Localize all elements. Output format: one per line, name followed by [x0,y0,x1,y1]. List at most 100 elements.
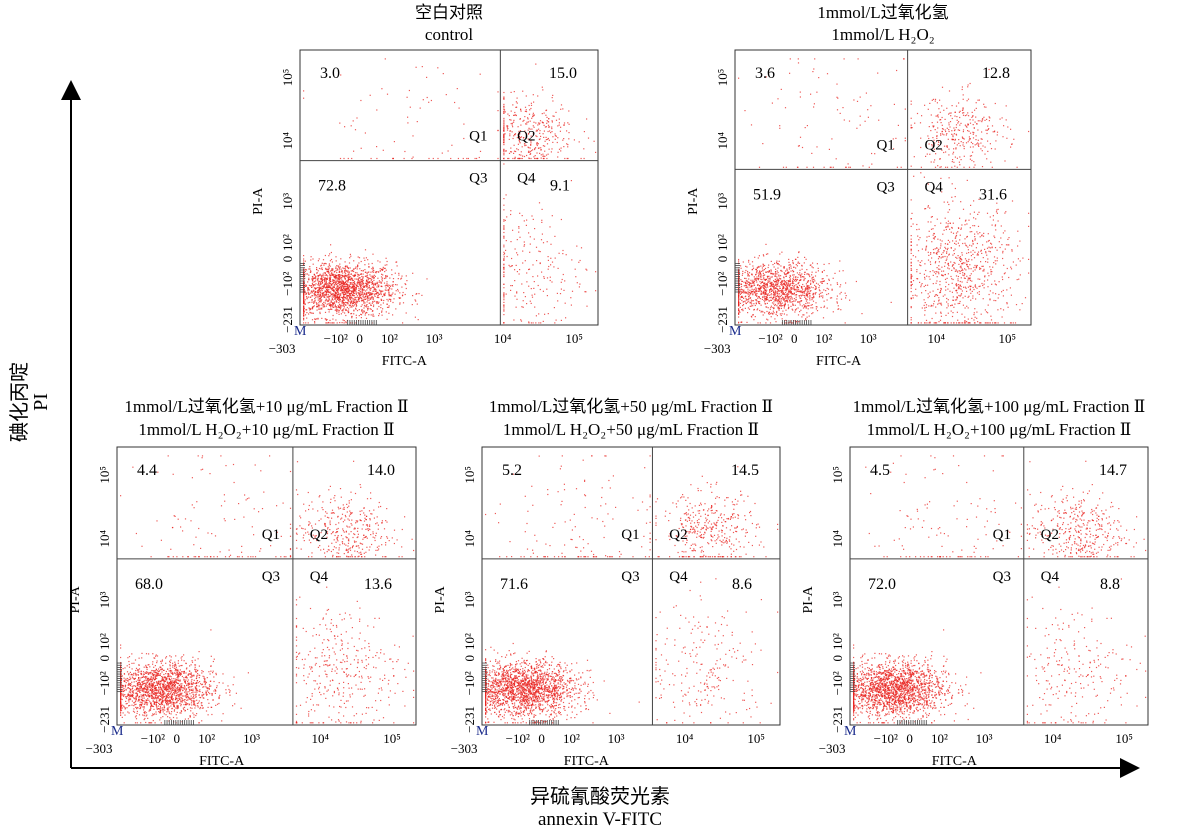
y-axis-label: PI-A [433,585,448,613]
x-tick-label: 10⁴ [312,731,330,746]
x-tick-label: 10⁵ [1115,731,1133,746]
y-tick-label: 10⁴ [280,132,295,150]
x-tick-label: 10³ [426,331,443,346]
quadrant-label-q4: Q4 [669,569,688,585]
y-tick-label: −10² [462,671,477,695]
quadrant-value-q3: 72.0 [868,576,896,593]
y-tick-label: 10² [715,234,730,251]
x-tick-label: −303 [86,741,113,756]
panel-4: 1mmol/L过氧化氢+50 μg/mL Fraction Ⅱ 1mmol/L H… [433,397,781,769]
y-axis-title-en: PI [30,393,52,411]
x-tick-label: −303 [819,741,846,756]
quadrant-value-q1: 4.5 [870,462,890,479]
quadrant-label-q3: Q3 [876,179,894,195]
x-axis-label: FITC-A [199,754,245,769]
quadrant-value-q3: 68.0 [135,576,163,593]
quadrant-label-q3: Q3 [262,569,280,585]
y-tick-label: 10² [462,633,477,650]
y-tick-label: −231 [462,706,477,733]
x-tick-label: 10³ [243,731,260,746]
y-axis-label: PI-A [251,187,266,215]
x-tick-label: 10² [815,331,832,346]
y-tick-label: −231 [715,306,730,333]
quadrant-label-q2: Q2 [1041,527,1059,543]
panel-title-en: control [425,25,473,44]
y-tick-label: 10⁵ [462,466,477,484]
scatter-points [738,58,1030,324]
quadrant-value-q2: 12.8 [982,65,1010,82]
quadrant-value-q1: 5.2 [502,462,522,479]
quadrant-label-q4: Q4 [1041,569,1060,585]
quadrant-value-q4: 8.6 [732,576,752,593]
x-tick-label: 0 [791,331,798,346]
y-tick-label: 10³ [715,193,730,210]
quadrant-value-q1: 3.0 [320,65,340,82]
quadrant-value-q3: 72.8 [318,178,346,195]
y-tick-label: 10⁵ [830,466,845,484]
quadrant-label-q4: Q4 [310,569,329,585]
x-tick-label: 0 [538,731,545,746]
quadrant-value-q2: 14.7 [1099,462,1127,479]
y-tick-label: −10² [97,671,112,695]
y-tick-label: −231 [280,306,295,333]
quadrant-value-q4: 31.6 [979,186,1007,203]
x-tick-label: 0 [174,731,181,746]
scatter-points [303,58,597,324]
quadrant-label-q1: Q1 [876,137,894,153]
x-tick-label: 10⁵ [747,731,765,746]
quadrant-label-q4: Q4 [517,171,536,187]
panel-title-cn: 1mmol/L过氧化氢 [817,3,948,22]
x-tick-label: 10³ [976,731,993,746]
x-tick-label: −303 [704,341,731,356]
x-tick-label: −10² [506,731,530,746]
quadrant-value-q1: 3.6 [755,65,775,82]
scatter-points [120,455,415,724]
y-tick-label: −231 [97,706,112,733]
gate-marker: M [844,724,857,739]
y-tick-label: −10² [830,671,845,695]
x-tick-label: 10³ [608,731,625,746]
gate-marker: M [729,324,742,339]
panel-1: 空白对照 control 3.0 15.0 72.8 9.1 Q1 Q2 Q3 Q4 −231 −10… [251,3,599,369]
scatter-points [853,455,1147,724]
y-tick-label: 10⁴ [830,530,845,548]
x-tick-label: 10⁵ [383,731,401,746]
panel-title-cn: 空白对照 [415,3,483,22]
y-tick-label: 0 [97,655,112,662]
panel-title-en: 1mmol/L H₂O₂+10 μg/mL Fraction Ⅱ [138,420,394,439]
panel-2: 1mmol/L过氧化氢 1mmol/L H₂O₂ 3.6 12.8 51.9 31.6 Q1… [686,3,1032,369]
quadrant-label-q2: Q2 [310,527,328,543]
quadrant-value-q2: 14.0 [367,462,395,479]
gate-marker: M [111,724,124,739]
quadrant-label-q3: Q3 [621,569,639,585]
quadrant-value-q1: 4.4 [137,462,157,479]
y-axis-label: PI-A [686,187,701,215]
quadrant-value-q4: 9.1 [550,178,570,195]
panel-5: 1mmol/L过氧化氢+100 μg/mL Fraction Ⅱ 1mmol/L … [801,397,1149,769]
y-axis-label: PI-A [68,585,83,613]
scatter-points [485,455,779,724]
x-axis-label: FITC-A [816,354,862,369]
panel-title-cn: 1mmol/L过氧化氢+50 μg/mL Fraction Ⅱ [489,397,773,416]
x-tick-label: 10⁵ [999,331,1017,346]
quadrant-label-q2: Q2 [924,137,942,153]
gate-marker: M [476,724,489,739]
x-tick-label: 10² [381,331,398,346]
panel-3: 1mmol/L过氧化氢+10 μg/mL Fraction Ⅱ 1mmol/L H… [68,397,417,769]
y-tick-label: 0 [715,256,730,263]
y-axis-title-cn: 碘化丙啶 [8,362,31,442]
y-tick-label: 10⁴ [97,530,112,548]
x-tick-label: 10² [563,731,580,746]
x-tick-label: −10² [758,331,782,346]
x-axis-label: FITC-A [932,754,978,769]
y-tick-label: −10² [715,272,730,296]
y-tick-label: −231 [830,706,845,733]
panel-title-en: 1mmol/L H₂O₂ [831,25,934,44]
y-tick-label: 10² [97,633,112,650]
plot-frame [849,446,1149,726]
y-tick-label: 0 [462,655,477,662]
x-tick-label: 10⁴ [676,731,694,746]
y-tick-label: 10³ [97,591,112,608]
plot-frame [116,446,417,726]
